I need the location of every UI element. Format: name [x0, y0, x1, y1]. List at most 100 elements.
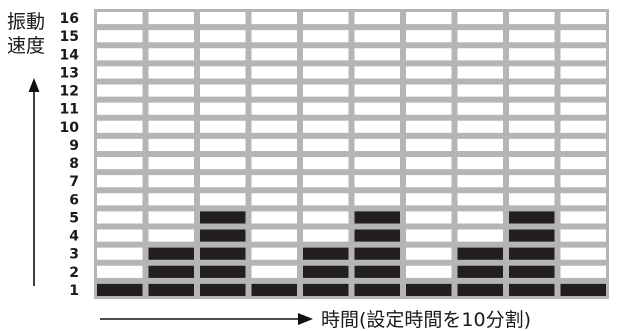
empty-cell — [148, 193, 194, 206]
bar-segment-col-2-level-2 — [148, 265, 194, 278]
empty-cell — [251, 120, 297, 133]
y-tick-label-16: 16 — [60, 11, 79, 27]
bar-segment-col-9-level-4 — [509, 229, 555, 242]
empty-cell — [200, 12, 246, 25]
empty-cell — [354, 84, 400, 97]
bar-segment-col-8-level-3 — [457, 247, 503, 260]
empty-cell — [406, 175, 452, 188]
bar-segment-col-2-level-1 — [148, 283, 194, 297]
empty-cell — [560, 265, 606, 278]
empty-cell — [303, 120, 349, 133]
y-axis-title: 振動 速度 — [7, 11, 45, 57]
bar-segment-col-8-level-1 — [457, 283, 503, 297]
empty-cell — [354, 157, 400, 170]
y-axis-title-line-2: 速度 — [7, 35, 45, 57]
empty-cell — [97, 193, 143, 206]
empty-cell — [354, 30, 400, 43]
empty-cell — [509, 30, 555, 43]
y-tick-label-3: 3 — [69, 247, 79, 263]
y-tick-label-15: 15 — [60, 29, 79, 45]
y-tick-label-2: 2 — [69, 265, 79, 281]
empty-cell — [560, 66, 606, 79]
empty-cell — [406, 48, 452, 61]
empty-cell — [509, 84, 555, 97]
empty-cell — [406, 30, 452, 43]
empty-cell — [560, 138, 606, 152]
empty-cell — [509, 157, 555, 170]
empty-cell — [406, 229, 452, 242]
empty-cell — [560, 229, 606, 242]
empty-cell — [97, 30, 143, 43]
y-axis-title-line-1: 振動 — [7, 11, 45, 33]
empty-cell — [303, 157, 349, 170]
empty-cell — [97, 84, 143, 97]
empty-cell — [406, 138, 452, 152]
empty-cell — [354, 138, 400, 152]
empty-cell — [560, 48, 606, 61]
empty-cell — [457, 66, 503, 79]
empty-cell — [97, 211, 143, 224]
empty-cell — [251, 229, 297, 242]
empty-cell — [251, 247, 297, 260]
empty-cell — [200, 175, 246, 188]
empty-cell — [303, 229, 349, 242]
empty-cell — [97, 120, 143, 133]
empty-cell — [457, 211, 503, 224]
empty-cell — [509, 138, 555, 152]
empty-cell — [148, 211, 194, 224]
empty-cell — [97, 265, 143, 278]
empty-cell — [560, 247, 606, 260]
empty-cell — [406, 120, 452, 133]
empty-cell — [200, 30, 246, 43]
empty-cell — [560, 193, 606, 206]
empty-cell — [354, 193, 400, 206]
empty-cell — [251, 211, 297, 224]
empty-cell — [509, 102, 555, 115]
empty-cell — [406, 84, 452, 97]
y-tick-label-9: 9 — [69, 138, 79, 154]
empty-cell — [303, 84, 349, 97]
empty-cell — [354, 120, 400, 133]
bar-segment-col-6-level-3 — [354, 247, 400, 260]
y-tick-label-13: 13 — [60, 65, 79, 81]
empty-cell — [406, 211, 452, 224]
empty-cell — [251, 265, 297, 278]
empty-cell — [354, 12, 400, 25]
empty-cell — [148, 175, 194, 188]
bar-segment-col-9-level-3 — [509, 247, 555, 260]
bar-segment-col-10-level-1 — [560, 283, 606, 297]
empty-cell — [148, 157, 194, 170]
empty-cell — [560, 157, 606, 170]
empty-cell — [354, 175, 400, 188]
bar-segment-col-9-level-5 — [509, 211, 555, 224]
empty-cell — [457, 102, 503, 115]
y-tick-label-10: 10 — [60, 120, 80, 136]
bar-segment-col-3-level-4 — [200, 229, 246, 242]
empty-cell — [560, 12, 606, 25]
bar-segment-col-5-level-1 — [303, 283, 349, 297]
empty-cell — [560, 84, 606, 97]
bar-segment-col-6-level-1 — [354, 283, 400, 297]
empty-cell — [97, 175, 143, 188]
empty-cell — [200, 157, 246, 170]
empty-cell — [457, 193, 503, 206]
bar-segment-col-6-level-5 — [354, 211, 400, 224]
empty-cell — [148, 48, 194, 61]
empty-cell — [457, 229, 503, 242]
empty-cell — [148, 12, 194, 25]
empty-cell — [406, 265, 452, 278]
bar-segment-col-7-level-1 — [406, 283, 452, 297]
empty-cell — [303, 102, 349, 115]
empty-cell — [406, 157, 452, 170]
empty-cell — [406, 66, 452, 79]
empty-cell — [560, 211, 606, 224]
empty-cell — [148, 84, 194, 97]
bar-segment-col-1-level-1 — [97, 283, 143, 297]
bar-segment-col-3-level-3 — [200, 247, 246, 260]
bar-segment-col-6-level-2 — [354, 265, 400, 278]
empty-cell — [457, 12, 503, 25]
empty-cell — [457, 120, 503, 133]
empty-cell — [148, 30, 194, 43]
empty-cell — [200, 84, 246, 97]
y-tick-label-8: 8 — [69, 156, 79, 172]
